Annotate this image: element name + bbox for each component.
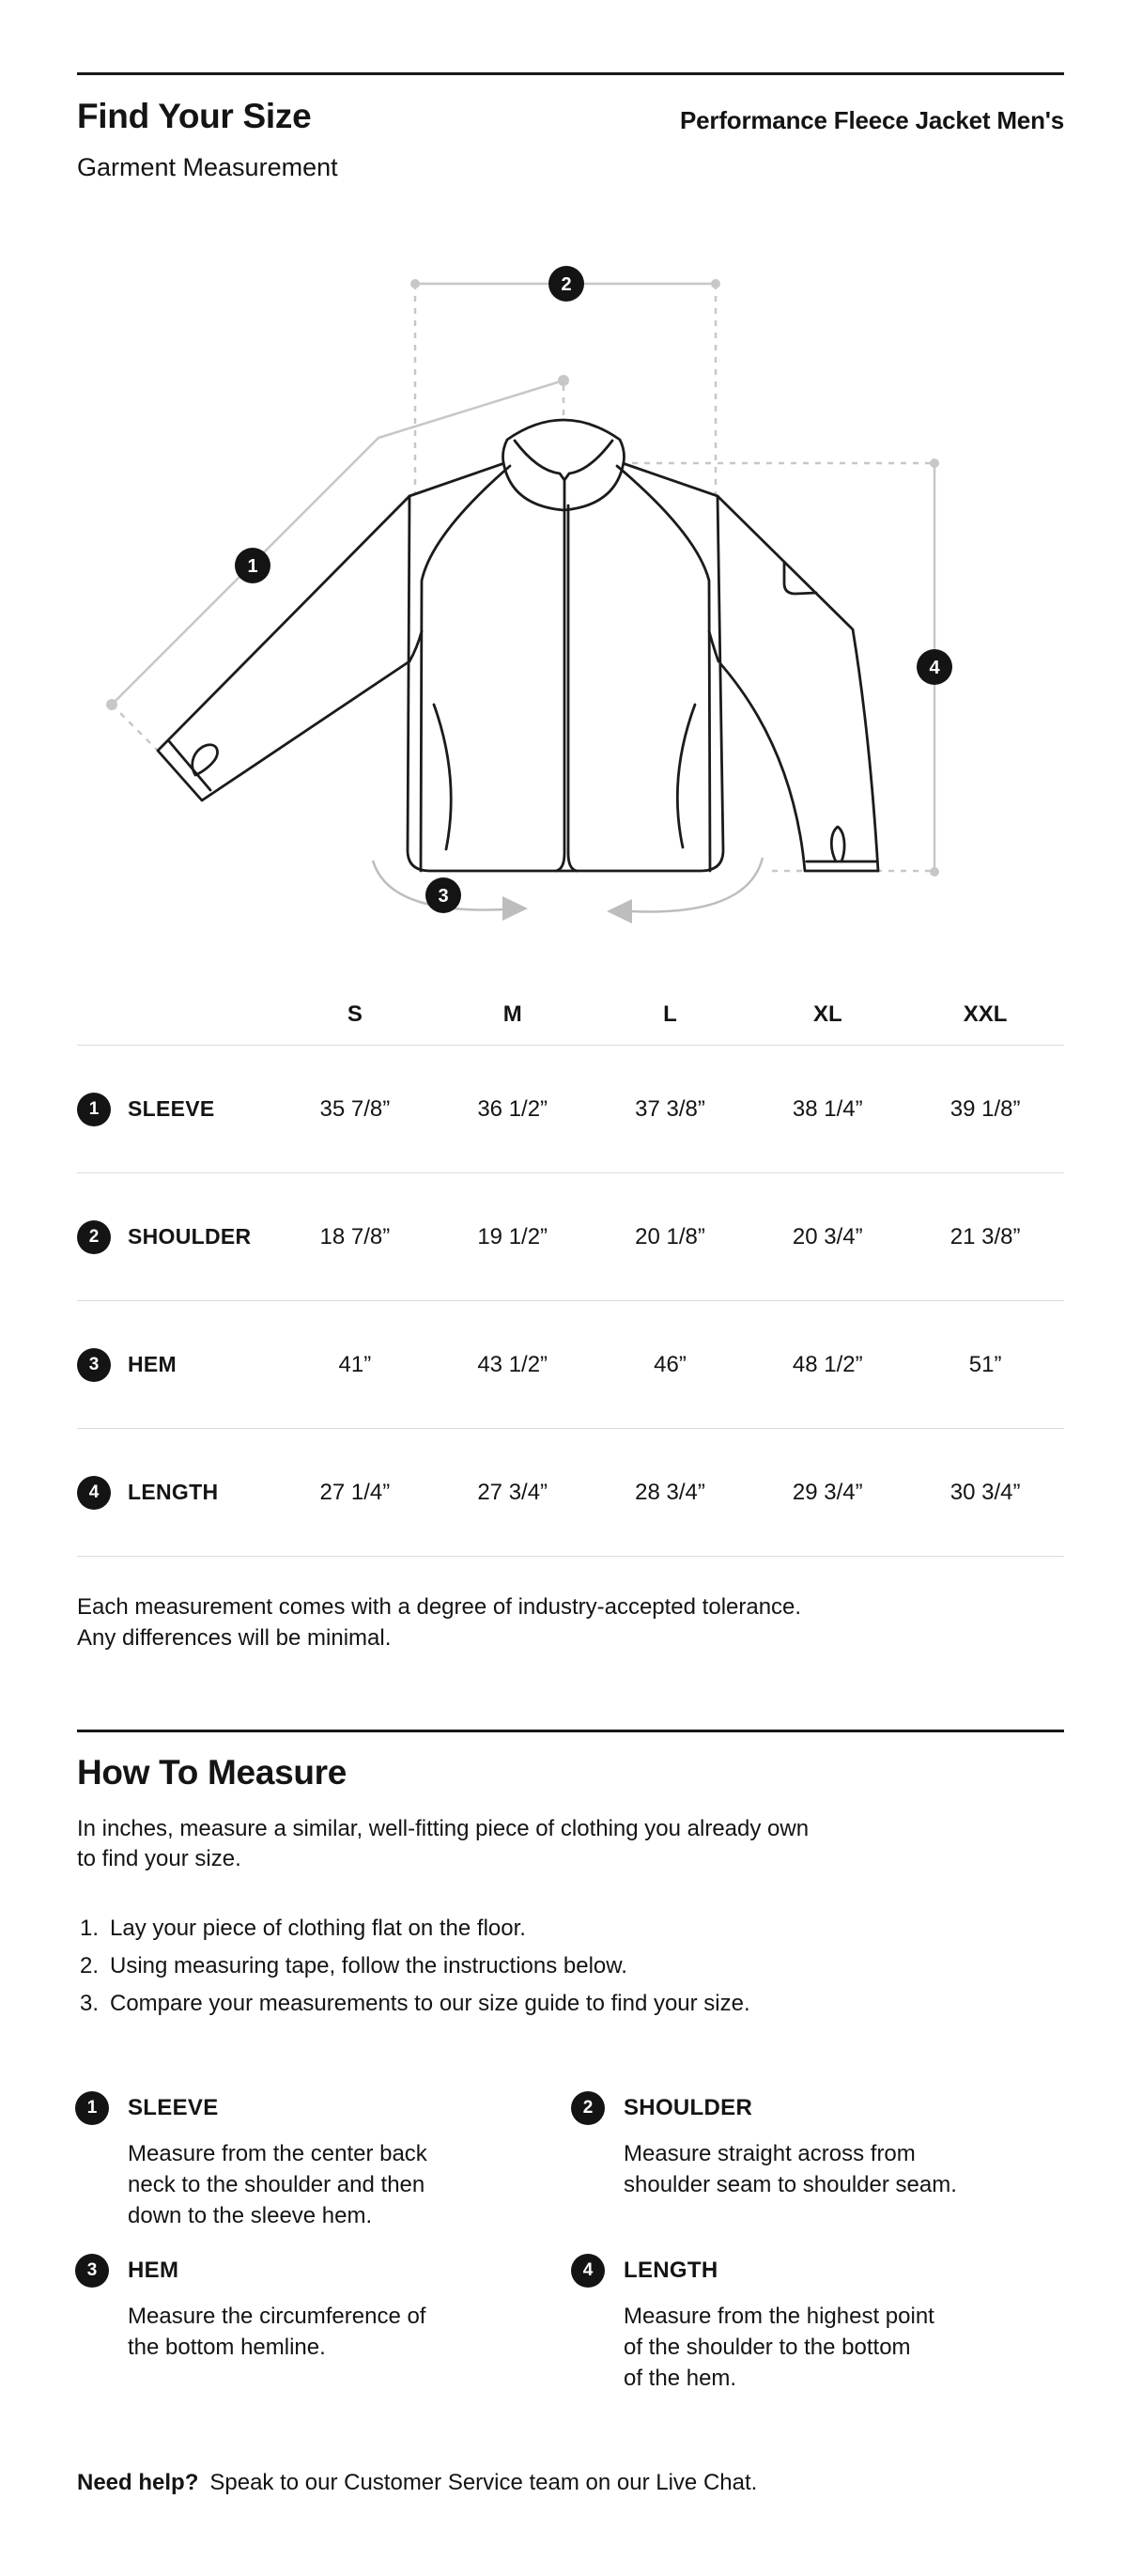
size-col-s: S [347, 1001, 363, 1027]
diagram-badge-shoulder: 2 [561, 274, 571, 295]
right-sleeve [716, 494, 880, 873]
cell-shoulder-m: 19 1/2” [477, 1223, 548, 1249]
size-col-xxl: XXL [963, 1001, 1008, 1027]
cell-hem-xl: 48 1/2” [792, 1351, 863, 1377]
row-label: SHOULDER [128, 1224, 252, 1249]
row-number-badge: 2 [77, 1219, 111, 1254]
cell-hem-xxl: 51” [968, 1351, 1002, 1377]
list-item: 3. Compare your measurements to our size… [80, 1989, 750, 2018]
size-table-header: S M L XL XXL [77, 985, 1064, 1045]
sleeve-pocket [782, 560, 818, 596]
row-number-badge: 1 [77, 1092, 111, 1126]
row-label: HEM [128, 1352, 178, 1376]
cell-sleeve-xl: 38 1/4” [792, 1095, 863, 1122]
row-number-badge: 3 [77, 1347, 111, 1382]
step-number: 3. [80, 1991, 100, 2016]
diagram-badge-hem: 3 [438, 886, 448, 907]
left-cuff-loop [191, 743, 219, 777]
cell-hem-s: 41” [338, 1351, 372, 1377]
definition-label: SLEEVE [128, 2095, 219, 2120]
cell-hem-l: 46” [654, 1351, 687, 1377]
measure-steps: 1. Lay your piece of clothing flat on th… [80, 1914, 750, 2026]
definition-text: Measure from the highest point of the sh… [624, 2304, 934, 2391]
cell-shoulder-l: 20 1/8” [635, 1223, 705, 1249]
definition-text: Measure the circumference of the bottom … [128, 2304, 426, 2360]
need-help-footer: Need help? Speak to our Customer Service … [77, 2470, 757, 2496]
need-help-label: Need help? [77, 2470, 199, 2495]
cell-sleeve-l: 37 3/8” [635, 1095, 705, 1122]
definition-number-badge: 3 [75, 2254, 109, 2288]
step-text: Lay your piece of clothing flat on the f… [110, 1916, 526, 1941]
row-label: LENGTH [128, 1480, 219, 1504]
cell-length-xl: 29 3/4” [792, 1479, 863, 1505]
list-item: 1. Lay your piece of clothing flat on th… [80, 1914, 750, 1943]
cell-shoulder-xxl: 21 3/8” [949, 1223, 1021, 1249]
zipper-line [554, 478, 566, 873]
tolerance-note: Each measurement comes with a degree of … [77, 1594, 802, 1651]
row-label: SLEEVE [128, 1096, 215, 1121]
step-text: Compare your measurements to our size gu… [110, 1991, 750, 2016]
definition-sleeve: 1 SLEEVE Measure from the center back ne… [75, 2091, 427, 2231]
size-col-l: L [663, 1001, 677, 1027]
cell-sleeve-m: 36 1/2” [477, 1095, 548, 1122]
definition-number-badge: 4 [571, 2254, 605, 2288]
top-divider [77, 72, 1064, 75]
cell-length-xxl: 30 3/4” [949, 1479, 1021, 1505]
right-pocket [675, 703, 697, 849]
cell-shoulder-s: 18 7/8” [319, 1223, 391, 1249]
definition-label: LENGTH [624, 2258, 718, 2283]
need-help-text: Speak to our Customer Service team on ou… [209, 2470, 758, 2495]
size-table: S M L XL XXL 1 SLEEVE 35 7/8” 36 1/2” 37… [77, 985, 1064, 1557]
table-row: 1 SLEEVE 35 7/8” 36 1/2” 37 3/8” 38 1/4”… [77, 1045, 1064, 1172]
table-row: 2 SHOULDER 18 7/8” 19 1/2” 20 1/8” 20 3/… [77, 1172, 1064, 1300]
garment-diagram: 1 2 3 4 [66, 263, 1061, 963]
list-item: 2. Using measuring tape, follow the inst… [80, 1951, 750, 1980]
collar [502, 418, 625, 512]
step-number: 2. [80, 1953, 100, 1979]
definition-label: SHOULDER [624, 2095, 753, 2120]
cell-shoulder-xl: 20 3/4” [792, 1223, 863, 1249]
diagram-badge-sleeve: 1 [247, 556, 257, 577]
definition-text: Measure from the center back neck to the… [128, 2141, 427, 2228]
section-divider [77, 1730, 1064, 1732]
jacket-outline [156, 418, 880, 873]
definition-number-badge: 1 [75, 2091, 109, 2125]
diagram-badges: 1 2 3 4 [235, 266, 952, 913]
size-col-xl: XL [812, 1001, 842, 1027]
page-subtitle: Garment Measurement [77, 153, 338, 181]
row-number-badge: 4 [77, 1475, 111, 1510]
step-number: 1. [80, 1916, 100, 1941]
definition-hem: 3 HEM Measure the circumference of the b… [75, 2254, 425, 2363]
cell-sleeve-xxl: 39 1/8” [949, 1095, 1021, 1122]
jacket-line-drawing-svg: 1 2 3 4 [106, 266, 952, 923]
diagram-badge-length: 4 [929, 658, 940, 678]
cell-length-m: 27 3/4” [477, 1479, 548, 1505]
definition-shoulder: 2 SHOULDER Measure straight across from … [571, 2091, 957, 2200]
right-cuff-loop [829, 825, 846, 863]
definition-length: 4 LENGTH Measure from the highest point … [571, 2254, 934, 2394]
page-title: Find Your Size [77, 97, 312, 135]
cell-sleeve-s: 35 7/8” [319, 1095, 391, 1122]
step-text: Using measuring tape, follow the instruc… [110, 1953, 627, 1979]
table-row: 3 HEM 41” 43 1/2” 46” 48 1/2” 51” [77, 1300, 1064, 1428]
product-name: Performance Fleece Jacket Men's [680, 106, 1064, 134]
definition-text: Measure straight across from shoulder se… [624, 2141, 957, 2197]
cell-hem-m: 43 1/2” [477, 1351, 548, 1377]
how-to-measure-title: How To Measure [77, 1753, 347, 1792]
definition-label: HEM [128, 2258, 179, 2283]
left-pocket [432, 703, 453, 851]
definition-number-badge: 2 [571, 2091, 605, 2125]
how-to-measure-intro: In inches, measure a similar, well-fitti… [77, 1816, 810, 1871]
cell-length-s: 27 1/4” [319, 1479, 391, 1505]
table-row: 4 LENGTH 27 1/4” 27 3/4” 28 3/4” 29 3/4”… [77, 1428, 1064, 1556]
hem-arrows [371, 857, 764, 923]
cell-length-l: 28 3/4” [635, 1479, 705, 1505]
size-col-m: M [502, 1001, 522, 1027]
